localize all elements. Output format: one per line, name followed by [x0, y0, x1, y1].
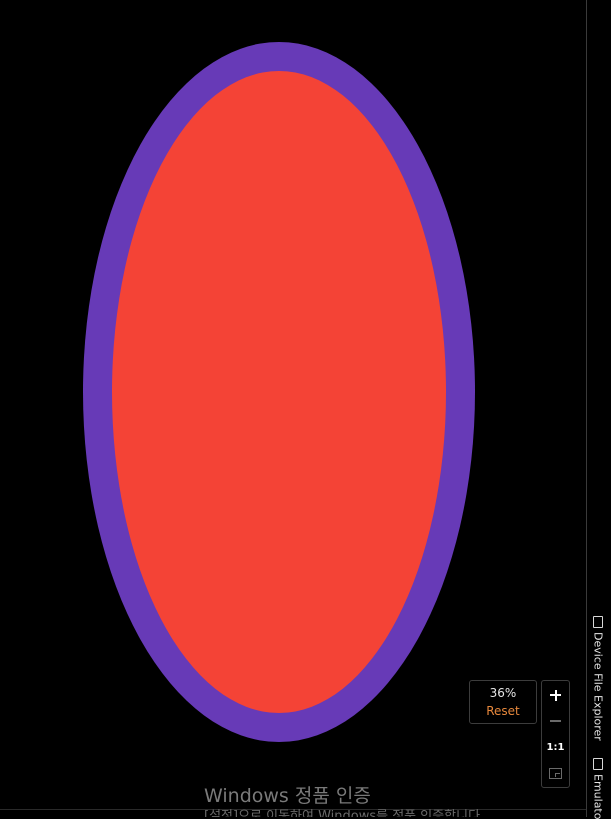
tab-device-file-explorer-label: Device File Explorer: [591, 632, 605, 741]
right-tool-strip: [587, 0, 611, 817]
minus-icon: [550, 720, 561, 722]
emulator-icon: [593, 758, 603, 770]
plus-icon: [550, 689, 561, 701]
zoom-actual-size-button[interactable]: 1:1: [542, 734, 569, 760]
one-to-one-label: 1:1: [546, 741, 565, 753]
bottom-divider: [0, 809, 587, 810]
zoom-out-button[interactable]: [542, 708, 569, 734]
zoom-fit-button[interactable]: [542, 760, 569, 786]
zoom-toolbar: 1:1: [541, 680, 570, 788]
activation-watermark-subtitle: [설정]으로 이동하여 Windows를 정품 인증합니다.: [204, 809, 485, 817]
activation-watermark-title: Windows 정품 인증: [204, 785, 371, 807]
zoom-level-panel: 36% Reset: [469, 680, 537, 724]
device-icon: [593, 616, 603, 628]
tab-emulator-label: Emulato: [591, 774, 605, 819]
tab-emulator[interactable]: Emulato: [587, 758, 609, 819]
preview-drawing: [83, 42, 475, 742]
zoom-in-button[interactable]: [542, 682, 569, 708]
fit-screen-icon: [549, 767, 562, 779]
tab-device-file-explorer[interactable]: Device File Explorer: [587, 616, 609, 741]
inner-oval-shape: [112, 71, 446, 713]
zoom-reset-link[interactable]: Reset: [486, 704, 520, 718]
panel-divider: [586, 0, 587, 817]
zoom-percent: 36%: [489, 686, 517, 700]
layout-preview-canvas: [83, 42, 475, 742]
